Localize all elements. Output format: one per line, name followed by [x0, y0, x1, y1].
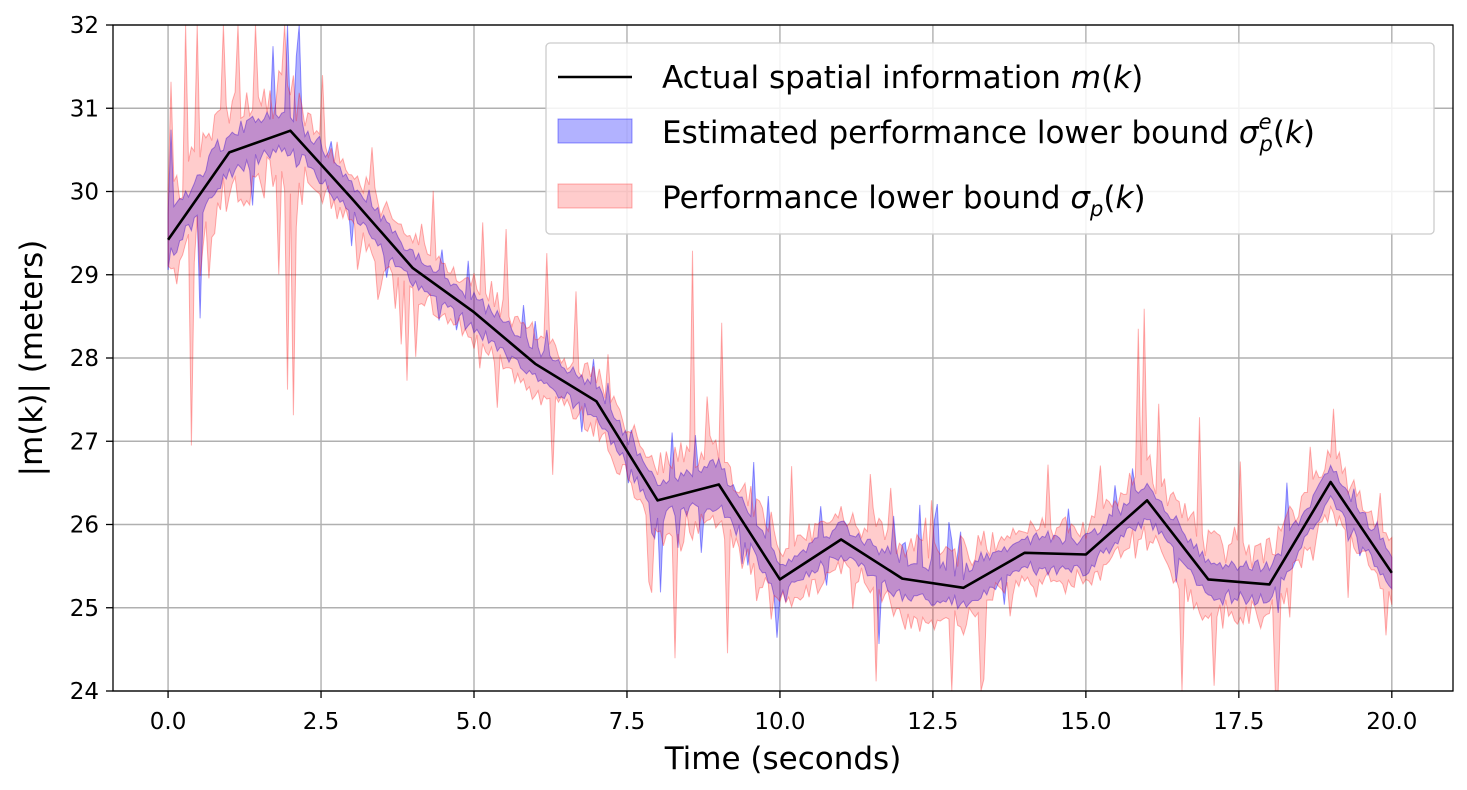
- legend-label-estimated-symbol: σ: [1239, 115, 1260, 151]
- x-tick-label: 7.5: [609, 709, 646, 735]
- x-tick-label: 5.0: [456, 709, 493, 735]
- y-tick-label: 28: [70, 346, 99, 372]
- y-tick-label: 29: [70, 263, 99, 289]
- legend-paren-close: ): [1131, 60, 1143, 96]
- legend: Actual spatial information m(k) Estimate…: [545, 42, 1435, 235]
- legend-paren-open: (: [1103, 180, 1115, 216]
- legend-label-estimated-prefix: Estimated performance lower bound: [662, 115, 1239, 151]
- legend-label-actual: Actual spatial information m(k): [662, 60, 1143, 96]
- series-line-group: [167, 129, 1393, 590]
- legend-subscript-p: p: [1259, 132, 1273, 156]
- x-tick-label: 10.0: [754, 709, 805, 735]
- legend-label-performance-arg: k: [1115, 180, 1134, 216]
- y-axis-title: |m(k)| (meters): [14, 240, 50, 477]
- legend-superscript-e: e: [1259, 110, 1272, 134]
- y-tick-label: 27: [70, 429, 99, 455]
- legend-label-actual-symbol: m: [1071, 60, 1101, 96]
- plot-frame: [112, 24, 1454, 692]
- legend-red-handle: [557, 183, 633, 209]
- legend-label-performance-symbol: σ: [1070, 180, 1091, 216]
- series-line-actual: [167, 129, 1393, 590]
- x-axis-title: Time (seconds): [664, 741, 902, 777]
- legend-label-performance: Performance lower bound σp(k): [662, 180, 1146, 221]
- legend-label-actual-prefix: Actual spatial information: [662, 60, 1071, 96]
- x-tick-label: 12.5: [907, 709, 958, 735]
- x-tick-label: 17.5: [1213, 709, 1264, 735]
- legend-paren-close: ): [1303, 115, 1315, 151]
- legend-paren-open: (: [1273, 115, 1285, 151]
- band-performance: [167, 24, 1393, 692]
- legend-paren-open: (: [1101, 60, 1113, 96]
- y-tick-label: 32: [70, 13, 99, 39]
- x-tick-label: 2.5: [303, 709, 340, 735]
- legend-subscript-p: p: [1089, 197, 1103, 221]
- y-tick-label: 26: [70, 513, 99, 539]
- legend-blue-handle: [557, 118, 633, 144]
- legend-label-estimated-arg: k: [1285, 115, 1304, 151]
- legend-label-estimated: Estimated performance lower bound σe p(k): [662, 110, 1315, 156]
- y-axis-title-group: |m(k)| (meters): [14, 240, 50, 477]
- legend-paren-close: ): [1133, 180, 1145, 216]
- legend-label-actual-arg: k: [1113, 60, 1132, 96]
- legend-label-performance-prefix: Performance lower bound: [662, 180, 1070, 216]
- legend-box: [545, 42, 1435, 235]
- y-tick-label: 30: [70, 180, 99, 206]
- x-tick-label: 0.0: [150, 709, 187, 735]
- ticks: 0.0 2.5 5.0 7.5 10.0 12.5 15.0 17.5 20.0 24 25 26 27…: [70, 13, 1418, 735]
- y-tick-label: 31: [70, 96, 99, 122]
- y-tick-label: 25: [70, 596, 99, 622]
- y-tick-label: 24: [70, 679, 99, 705]
- x-tick-label: 15.0: [1060, 709, 1111, 735]
- x-tick-label: 20.0: [1366, 709, 1417, 735]
